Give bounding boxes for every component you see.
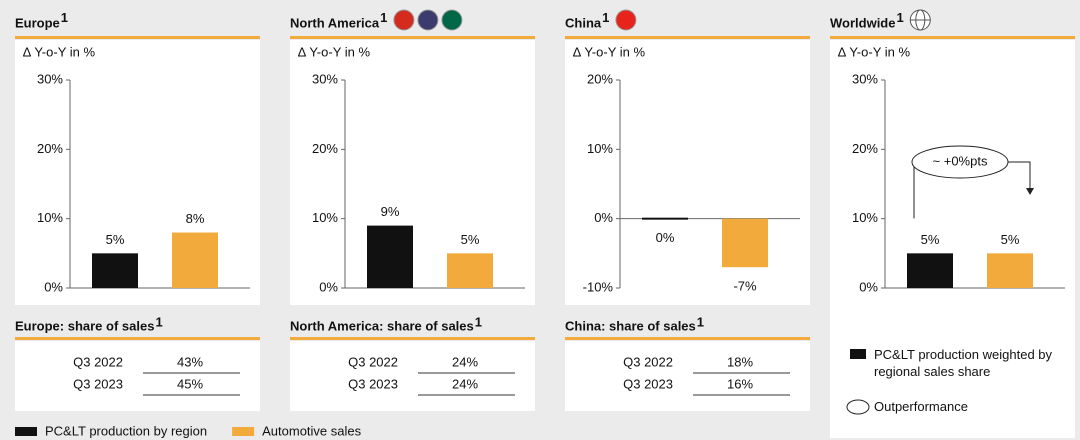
title-rule (565, 337, 810, 340)
y-tick-label: 30% (37, 71, 63, 86)
y-tick-label: 30% (852, 71, 878, 86)
row-label: Q3 2022 (623, 354, 673, 369)
row-label: Q3 2022 (73, 354, 123, 369)
bar (447, 253, 493, 288)
bar (642, 217, 688, 220)
title-rule (15, 337, 260, 340)
arrow-head (1026, 188, 1034, 195)
y-tick-label: -10% (583, 279, 614, 294)
y-tick-label: 10% (312, 210, 338, 225)
bar (367, 225, 413, 288)
table-box (15, 341, 260, 411)
y-tick-label: 10% (852, 210, 878, 225)
title-rule (290, 36, 535, 39)
value-label: 8% (186, 211, 205, 226)
y-tick-label: 0% (594, 210, 613, 225)
panel-title: Europe (15, 15, 60, 30)
footnote-mark: 1 (602, 10, 609, 25)
panel-title: Europe: share of sales (15, 318, 154, 333)
value-label: 0% (656, 230, 675, 245)
title-rule (830, 36, 1075, 39)
title-rule (290, 337, 535, 340)
y-tick-label: 20% (312, 141, 338, 156)
bracket (1008, 161, 1031, 190)
footnote-mark: 1 (155, 315, 162, 330)
flag-icon (393, 9, 415, 31)
table-box (290, 341, 535, 411)
panel-title: China (565, 15, 602, 30)
annotation-ellipse (911, 145, 1009, 179)
legend-swatch (846, 399, 870, 415)
value-label: 5% (106, 232, 125, 247)
panel-title: China: share of sales (565, 318, 696, 333)
legend-swatch (232, 427, 255, 436)
footnote-mark: 1 (61, 10, 68, 25)
bar (92, 253, 138, 288)
y-tick-label: 10% (587, 141, 613, 156)
annotation: ~ +0%pts (933, 153, 988, 168)
table-box (565, 341, 810, 411)
legend-label: PC&LT production by region (45, 423, 207, 438)
y-tick-label: 0% (859, 279, 878, 294)
bar (172, 232, 218, 288)
bar (987, 253, 1033, 288)
flag-icon (441, 9, 463, 31)
legend-swatch (850, 349, 866, 359)
legend-swatch (15, 427, 37, 436)
bar (722, 218, 768, 268)
y-tick-label: 20% (37, 141, 63, 156)
chart-box (830, 40, 1075, 438)
value-label: 5% (921, 232, 940, 247)
row-label: Q3 2023 (623, 376, 673, 391)
subtitle: ∆ Y-o-Y in % (23, 44, 95, 59)
chart-box (565, 40, 810, 305)
footnote-mark: 1 (475, 315, 482, 330)
value-label: 9% (381, 204, 400, 219)
legend-label: Automotive sales (262, 423, 361, 438)
legend-label: Outperformance (874, 399, 968, 414)
panel-title: North America (290, 15, 380, 30)
title-rule (565, 36, 810, 39)
row-value: 24% (452, 354, 478, 369)
row-value: 18% (727, 354, 753, 369)
y-tick-label: 10% (37, 210, 63, 225)
subtitle: ∆ Y-o-Y in % (298, 44, 370, 59)
y-tick-label: 20% (852, 141, 878, 156)
row-value: 43% (177, 354, 203, 369)
panel-title: Worldwide (830, 15, 895, 30)
footnote-mark: 1 (380, 10, 387, 25)
row-label: Q3 2022 (348, 354, 398, 369)
panel-title: North America: share of sales (290, 318, 474, 333)
legend-label: PC&LT production weighted by regional sa… (874, 347, 1053, 379)
y-tick-label: 0% (44, 279, 63, 294)
value-label: 5% (1001, 232, 1020, 247)
value-label: 5% (461, 232, 480, 247)
subtitle: ∆ Y-o-Y in % (838, 44, 910, 59)
row-value: 24% (452, 376, 478, 391)
y-tick-label: 0% (319, 279, 338, 294)
row-value: 16% (727, 376, 753, 391)
subtitle: ∆ Y-o-Y in % (573, 44, 645, 59)
y-tick-label: 20% (587, 71, 613, 86)
row-label: Q3 2023 (73, 376, 123, 391)
title-rule (15, 36, 260, 39)
bar (907, 253, 953, 288)
footnote-mark: 1 (697, 315, 704, 330)
y-tick-label: 30% (312, 71, 338, 86)
value-label: -7% (733, 279, 757, 294)
flag-icon (417, 9, 439, 31)
row-value: 45% (177, 376, 203, 391)
footnote-mark: 1 (896, 10, 903, 25)
row-label: Q3 2023 (348, 376, 398, 391)
flag-icon (615, 9, 637, 31)
